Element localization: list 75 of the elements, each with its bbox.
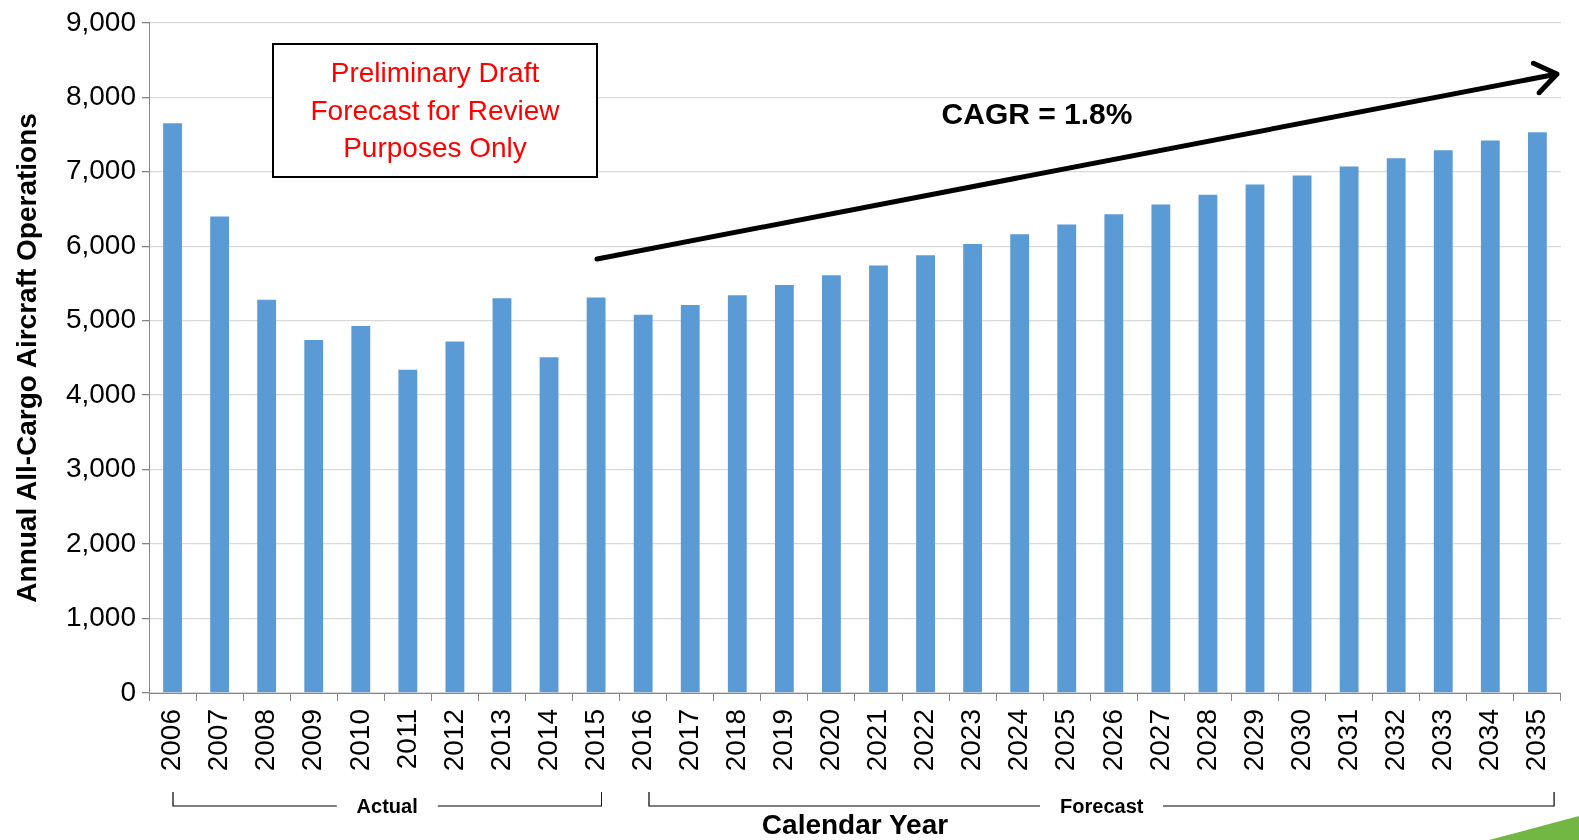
x-tick-label: 2021 xyxy=(861,709,893,772)
bar xyxy=(1386,158,1406,693)
x-tick-label: 2030 xyxy=(1284,709,1316,772)
bar xyxy=(257,299,277,693)
y-tick-label: 3,000 xyxy=(65,452,136,484)
bar xyxy=(822,275,841,693)
y-axis-title: Annual All-Cargo Aircraft Operations xyxy=(10,113,42,603)
x-tick-label: 2024 xyxy=(1002,709,1034,772)
annotation: CAGR = 1.8% xyxy=(941,97,1133,131)
x-tick-label: 2033 xyxy=(1425,709,1457,772)
bar xyxy=(1339,166,1359,693)
x-tick-label: 2034 xyxy=(1473,709,1505,772)
bar xyxy=(1292,175,1312,693)
bar xyxy=(163,123,182,693)
x-tick-label: 2026 xyxy=(1096,709,1128,772)
bar xyxy=(445,341,465,693)
x-tick-label: 2011 xyxy=(390,709,422,770)
bar xyxy=(1433,150,1453,693)
bar xyxy=(727,295,747,693)
x-tick-label: 2009 xyxy=(296,709,328,772)
x-tick-label: 2029 xyxy=(1237,709,1269,772)
bar xyxy=(1527,132,1547,693)
x-tick-label: 2013 xyxy=(484,709,516,772)
x-tick-label: 2018 xyxy=(720,709,752,772)
x-tick-label: 2010 xyxy=(343,709,375,772)
x-tick-label: 2007 xyxy=(202,709,234,772)
bar xyxy=(539,357,559,693)
x-axis-title: Calendar Year xyxy=(761,808,949,840)
y-tick-label: 1,000 xyxy=(65,601,136,633)
bar xyxy=(633,314,653,693)
x-tick-label: 2031 xyxy=(1331,709,1363,772)
bar xyxy=(1198,194,1218,693)
y-tick-label: 2,000 xyxy=(65,526,136,558)
y-tick-label: 8,000 xyxy=(65,79,136,111)
y-tick-label: 6,000 xyxy=(65,228,136,260)
x-tick-label: 2016 xyxy=(625,709,657,772)
bar xyxy=(1480,140,1500,693)
x-tick-label: 2025 xyxy=(1049,709,1081,772)
y-tick-label: 5,000 xyxy=(65,303,136,335)
text: Forecast xyxy=(1060,794,1144,818)
bar xyxy=(351,325,371,693)
bar xyxy=(1245,184,1265,693)
x-tick-label: 2015 xyxy=(578,709,610,772)
x-tick-label: 2032 xyxy=(1378,709,1410,772)
bar xyxy=(774,284,794,693)
bar xyxy=(869,265,888,693)
bar xyxy=(586,297,606,693)
y-tick-label: 4,000 xyxy=(65,377,136,409)
text: Actual xyxy=(356,794,418,818)
bar xyxy=(1010,234,1030,693)
bar xyxy=(1151,204,1171,693)
bar xyxy=(210,216,230,693)
x-tick-label: 2019 xyxy=(767,709,799,772)
bar xyxy=(916,255,935,693)
x-tick-label: 2022 xyxy=(908,709,940,772)
x-tick-label: 2012 xyxy=(437,709,469,772)
x-tick-label: 2035 xyxy=(1520,709,1552,772)
x-tick-label: 2027 xyxy=(1143,709,1175,772)
y-tick-label: 0 xyxy=(120,675,136,707)
bar xyxy=(492,298,512,693)
x-tick-label: 2014 xyxy=(531,709,563,772)
bar xyxy=(1057,224,1077,693)
x-tick-label: 2017 xyxy=(672,709,704,772)
y-tick-label: 9,000 xyxy=(65,5,136,37)
bar xyxy=(304,340,324,693)
x-tick-label: 2006 xyxy=(155,709,187,772)
bar xyxy=(680,305,700,693)
bar xyxy=(1104,214,1124,693)
x-tick-label: 2023 xyxy=(955,709,987,772)
x-tick-label: 2008 xyxy=(249,709,281,772)
y-tick-label: 7,000 xyxy=(65,154,136,186)
x-tick-label: 2028 xyxy=(1190,709,1222,772)
x-tick-label: 2020 xyxy=(814,709,846,772)
bar xyxy=(398,369,418,693)
bar xyxy=(963,243,983,693)
